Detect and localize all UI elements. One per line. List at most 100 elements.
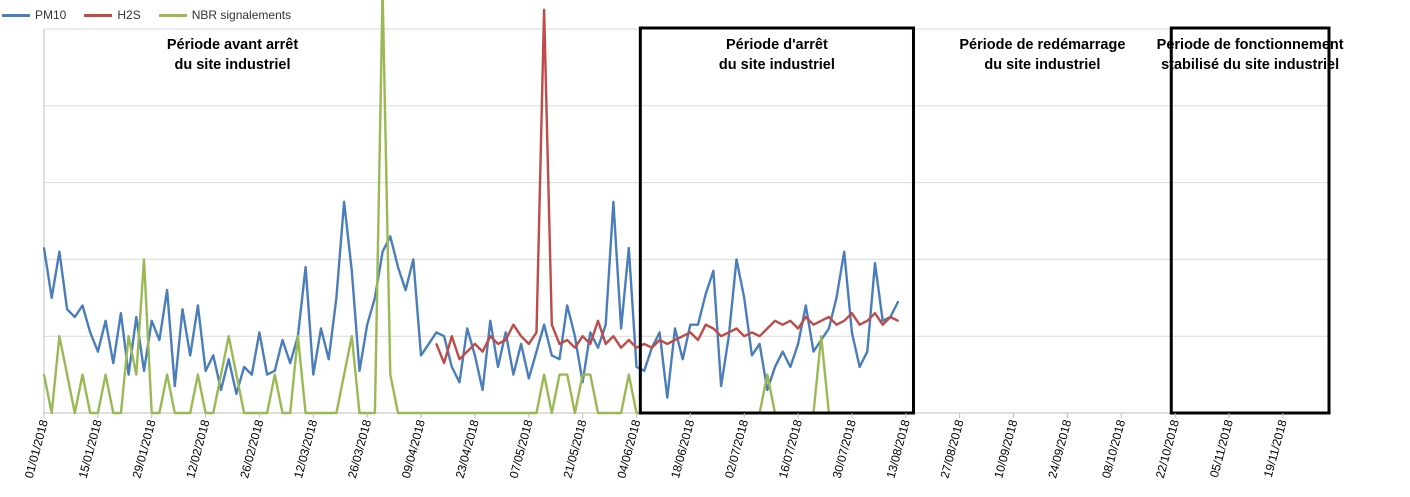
data-point (374, 296, 376, 299)
data-point (135, 316, 138, 318)
data-point (289, 362, 292, 364)
period-label-1-0: Période d'arrêt (726, 37, 828, 53)
data-point (43, 373, 45, 376)
data-point (558, 373, 561, 376)
data-point (389, 235, 392, 238)
data-point (658, 339, 661, 341)
data-point (497, 366, 499, 368)
data-point (104, 319, 107, 322)
data-point (635, 366, 638, 368)
data-point (243, 412, 246, 414)
data-point (343, 373, 345, 376)
data-point (581, 335, 584, 338)
legend-item-nbr: NBR signalements (158, 8, 291, 22)
data-point (220, 389, 222, 391)
data-point (358, 412, 361, 414)
data-point (797, 343, 799, 345)
data-point (504, 331, 507, 334)
data-point (558, 358, 561, 361)
data-point (173, 385, 176, 387)
x-tick-label-1: 15/01/2018 (76, 418, 105, 480)
data-point (751, 354, 753, 357)
data-point (520, 335, 522, 338)
data-point (189, 412, 192, 414)
data-point (520, 412, 522, 414)
data-point (489, 335, 492, 338)
data-point (366, 323, 369, 326)
data-point (543, 8, 545, 11)
data-point (112, 412, 115, 414)
data-point (851, 312, 853, 315)
data-point (89, 331, 92, 334)
x-tick-label-10: 21/05/2018 (560, 418, 589, 480)
data-point (143, 258, 145, 261)
data-point (789, 366, 792, 368)
data-point (858, 366, 861, 368)
data-point (427, 343, 430, 345)
x-tick-label-16: 13/08/2018 (884, 418, 913, 480)
data-point (604, 343, 607, 345)
data-point (397, 412, 399, 414)
data-point (458, 358, 461, 361)
x-tick-label-20: 08/10/2018 (1099, 418, 1128, 480)
legend-swatch-pm10 (2, 13, 30, 17)
x-tick-label-5: 12/03/2018 (291, 418, 320, 480)
data-point (681, 335, 684, 338)
data-point (466, 327, 469, 330)
data-point (704, 293, 707, 295)
data-point (704, 323, 707, 326)
data-point (727, 335, 730, 338)
data-point (612, 200, 615, 203)
data-point (681, 358, 684, 361)
data-point (443, 335, 445, 338)
x-tick-label-6: 26/03/2018 (345, 418, 374, 480)
data-point (320, 327, 322, 330)
data-point (735, 258, 738, 261)
x-tick-label-14: 16/07/2018 (776, 418, 805, 480)
period-label-0-0: Période avant arrêt (167, 37, 299, 53)
data-point (535, 412, 538, 414)
x-tick-label-18: 10/09/2018 (991, 418, 1020, 480)
data-point (335, 296, 338, 299)
data-point (450, 366, 453, 368)
data-point (550, 323, 553, 326)
data-point (866, 350, 869, 353)
data-point (627, 373, 630, 376)
data-point (181, 308, 184, 311)
data-point (327, 358, 330, 361)
data-point (766, 327, 769, 330)
data-point (89, 412, 92, 414)
data-point (758, 343, 761, 345)
data-point (343, 200, 345, 203)
data-point (597, 412, 599, 414)
data-point (435, 331, 438, 334)
data-point (50, 412, 53, 414)
data-point (774, 366, 776, 368)
data-point (112, 362, 115, 364)
data-point (527, 343, 530, 345)
data-point (450, 335, 453, 338)
data-point (135, 373, 138, 376)
data-point (581, 373, 584, 376)
data-point (743, 296, 746, 299)
x-tick-label-9: 07/05/2018 (507, 418, 536, 480)
data-point (173, 412, 176, 414)
legend-swatch-h2s (84, 13, 113, 17)
data-point (474, 354, 476, 357)
x-tick-label-19: 24/09/2018 (1045, 418, 1074, 480)
data-point (235, 392, 238, 395)
data-point (166, 289, 169, 291)
data-point (466, 350, 469, 353)
period-label-3-1: stabilisé du site industriel (1161, 57, 1339, 73)
data-point (389, 373, 392, 376)
data-point (520, 343, 522, 345)
data-point (404, 412, 407, 414)
data-point (589, 373, 592, 376)
legend-label-h2s: H2S (117, 8, 141, 22)
data-point (589, 331, 592, 334)
data-point (235, 373, 238, 376)
data-point (566, 373, 569, 376)
data-point (320, 412, 322, 414)
data-point (866, 319, 869, 322)
data-point (843, 250, 846, 253)
